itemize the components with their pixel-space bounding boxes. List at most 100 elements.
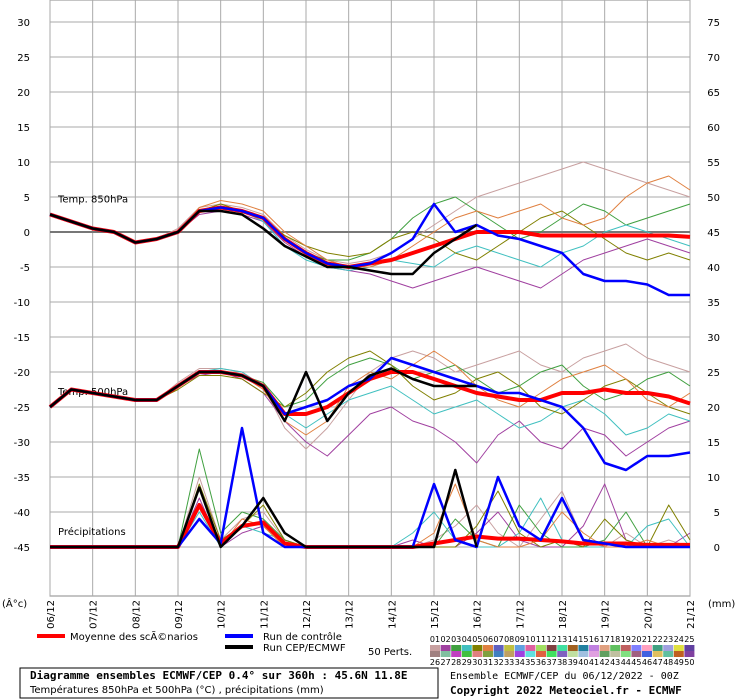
- member-swatch: [546, 645, 557, 651]
- member-label: 08: [504, 635, 514, 644]
- copyright: Copyright 2022 Meteociel.fr - ECMWF: [450, 684, 682, 697]
- member-swatch: [589, 645, 599, 651]
- member-label: 35: [525, 658, 535, 667]
- member-label: 28: [451, 658, 461, 667]
- legend-label: Run de contrôle: [263, 631, 342, 643]
- member-label: 11: [536, 635, 546, 644]
- member-label: 06: [483, 635, 493, 644]
- y-tick-label: 25: [17, 53, 30, 64]
- member-label: 26: [430, 658, 440, 667]
- member-label: 30: [472, 658, 482, 667]
- y2-tick-label: 60: [707, 123, 720, 134]
- panel-label: Précipitations: [58, 526, 126, 538]
- run-info: Ensemble ECMWF/CEP du 06/12/2022 - 00Z: [450, 671, 679, 682]
- member-label: 43: [610, 658, 620, 667]
- member-swatch: [610, 651, 621, 657]
- member-swatch: [472, 651, 483, 657]
- member-label: 02: [441, 635, 451, 644]
- member-label: 10: [525, 635, 535, 644]
- y-tick-label: 20: [17, 88, 30, 99]
- member-label: 33: [504, 658, 514, 667]
- member-swatch: [525, 645, 536, 651]
- x-tick-label: 10/12: [217, 600, 228, 629]
- member-swatch: [684, 651, 695, 657]
- member-swatch: [578, 645, 589, 651]
- y2-tick-label: 35: [707, 298, 720, 309]
- x-tick-label: 15/12: [430, 600, 441, 629]
- member-swatch: [493, 651, 504, 657]
- member-label: 05: [472, 635, 482, 644]
- member-label: 34: [515, 658, 525, 667]
- y-tick-label: -45: [14, 543, 30, 554]
- member-swatch: [631, 645, 642, 651]
- perturbations-label: 50 Perts.: [368, 647, 412, 658]
- member-swatch: [673, 651, 684, 657]
- member-label: 01: [430, 635, 440, 644]
- grid: 06/12 07/12 08/12 09/12 10/12 11/12 12/12 13/12…: [14, 0, 720, 629]
- member-swatch: [642, 651, 652, 657]
- plot-frame: [49, 0, 691, 597]
- member-label: 37: [547, 658, 557, 667]
- member-swatch: [620, 651, 631, 657]
- y2-tick-label: 30: [707, 333, 720, 344]
- member-swatch: [652, 645, 663, 651]
- y-tick-label: -10: [14, 298, 30, 309]
- x-tick-label: 21/12: [686, 600, 697, 629]
- member-swatch: [567, 645, 578, 651]
- member-label: 03: [451, 635, 461, 644]
- y-tick-label: -20: [14, 368, 30, 379]
- member-swatch: [525, 651, 536, 657]
- x-tick-label: 19/12: [601, 600, 612, 629]
- y-tick-label: -15: [14, 333, 30, 344]
- x-tick-label: 11/12: [259, 600, 270, 629]
- series-line: [49, 367, 477, 423]
- x-tick-label: 18/12: [558, 600, 569, 629]
- member-label: 15: [578, 635, 588, 644]
- y2-tick-label: 65: [707, 88, 720, 99]
- member-swatch: [663, 651, 674, 657]
- y2-axis-label: (mm): [708, 599, 735, 610]
- x-tick-label: 06/12: [46, 600, 57, 629]
- y2-tick-label: 0: [714, 543, 720, 554]
- member-swatch: [610, 645, 621, 651]
- member-swatch: [599, 645, 610, 651]
- member-swatch: [546, 651, 557, 657]
- member-label: 12: [547, 635, 557, 644]
- member-swatch: [663, 645, 674, 651]
- member-label: 21: [642, 635, 652, 644]
- member-swatch: [493, 645, 504, 651]
- y-tick-label: 30: [17, 18, 30, 29]
- member-label: 31: [483, 658, 493, 667]
- member-swatch: [504, 651, 515, 657]
- y-axis-label: (Â°c): [2, 597, 27, 610]
- member-label: 38: [557, 658, 567, 667]
- legend: Moyenne des scÃ©narios Run de contrôleRun…: [37, 630, 694, 667]
- member-swatch: [652, 651, 663, 657]
- x-tick-label: 16/12: [473, 600, 484, 629]
- member-swatch: [684, 645, 695, 651]
- member-label: 32: [494, 658, 504, 667]
- chart-subtitle: Températures 850hPa et 500hPa (°C) , pré…: [29, 684, 324, 696]
- y2-tick-label: 15: [707, 438, 720, 449]
- member-label: 29: [462, 658, 472, 667]
- member-swatch: [578, 651, 589, 657]
- y-tick-label: -40: [14, 508, 30, 519]
- member-swatch: [451, 645, 462, 651]
- member-label: 41: [589, 658, 599, 667]
- member-swatch: [589, 651, 599, 657]
- member-label: 47: [653, 658, 663, 667]
- member-swatch: [430, 645, 440, 651]
- legend-label: Moyenne des scÃ©narios: [70, 630, 198, 643]
- member-swatch: [440, 651, 451, 657]
- member-label: 45: [631, 658, 641, 667]
- member-swatch: [536, 645, 546, 651]
- series-line: [50, 468, 478, 549]
- y-tick-label: -5: [20, 263, 30, 274]
- y-tick-label: -25: [14, 403, 30, 414]
- member-swatch: [514, 645, 525, 651]
- member-swatch: [536, 651, 546, 657]
- y2-tick-label: 10: [707, 473, 720, 484]
- y-tick-label: -30: [14, 438, 30, 449]
- x-tick-label: 08/12: [131, 600, 142, 629]
